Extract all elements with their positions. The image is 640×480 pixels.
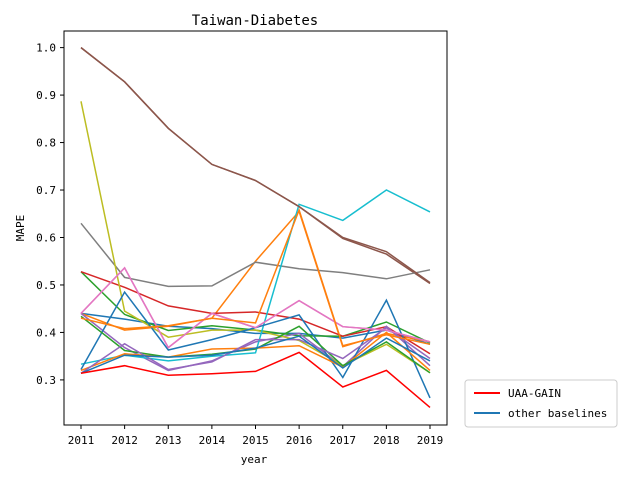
y-axis: 0.3 0.4 0.5 0.6 0.7 0.8 0.9 1.0 <box>36 42 64 387</box>
series-line-19 <box>80 351 431 408</box>
series-layer <box>80 47 431 408</box>
y-tick-label: 0.6 <box>36 231 56 244</box>
legend: UAA-GAIN other baselines <box>464 379 618 428</box>
y-axis-label: MAPE <box>14 215 27 242</box>
y-tick-label: 0.7 <box>36 184 56 197</box>
y-tick-label: 0.9 <box>36 89 56 102</box>
y-tick-label: 0.4 <box>36 326 56 339</box>
legend-label-other-baselines: other baselines <box>508 407 607 420</box>
x-tick-label: 2015 <box>242 434 269 447</box>
series-line-1 <box>80 312 431 346</box>
x-tick-label: 2019 <box>417 434 444 447</box>
legend-label-uaa-gain: UAA-GAIN <box>508 387 561 400</box>
chart-title: Taiwan-Diabetes <box>192 13 318 29</box>
series-line-17 <box>80 335 431 374</box>
series-line-18 <box>80 207 431 347</box>
x-tick-label: 2014 <box>199 434 226 447</box>
y-tick-label: 0.3 <box>36 374 56 387</box>
x-tick-label: 2012 <box>111 434 138 447</box>
series-line-10 <box>80 189 431 365</box>
x-axis: 2011 2012 2013 2014 2015 2016 2017 2018 2019 <box>68 425 444 447</box>
legend-box <box>464 379 618 428</box>
y-tick-label: 0.5 <box>36 279 56 292</box>
series-line-9 <box>80 101 431 374</box>
y-tick-label: 1.0 <box>36 42 56 55</box>
x-axis-label: year <box>241 453 268 466</box>
x-tick-label: 2011 <box>68 434 95 447</box>
x-tick-label: 2017 <box>330 434 357 447</box>
series-line-15 <box>80 47 431 284</box>
series-line-16 <box>80 266 431 349</box>
series-line-8 <box>80 222 431 288</box>
y-tick-label: 0.8 <box>36 137 56 150</box>
x-tick-label: 2018 <box>373 434 400 447</box>
x-tick-label: 2016 <box>286 434 313 447</box>
x-tick-label: 2013 <box>155 434 182 447</box>
